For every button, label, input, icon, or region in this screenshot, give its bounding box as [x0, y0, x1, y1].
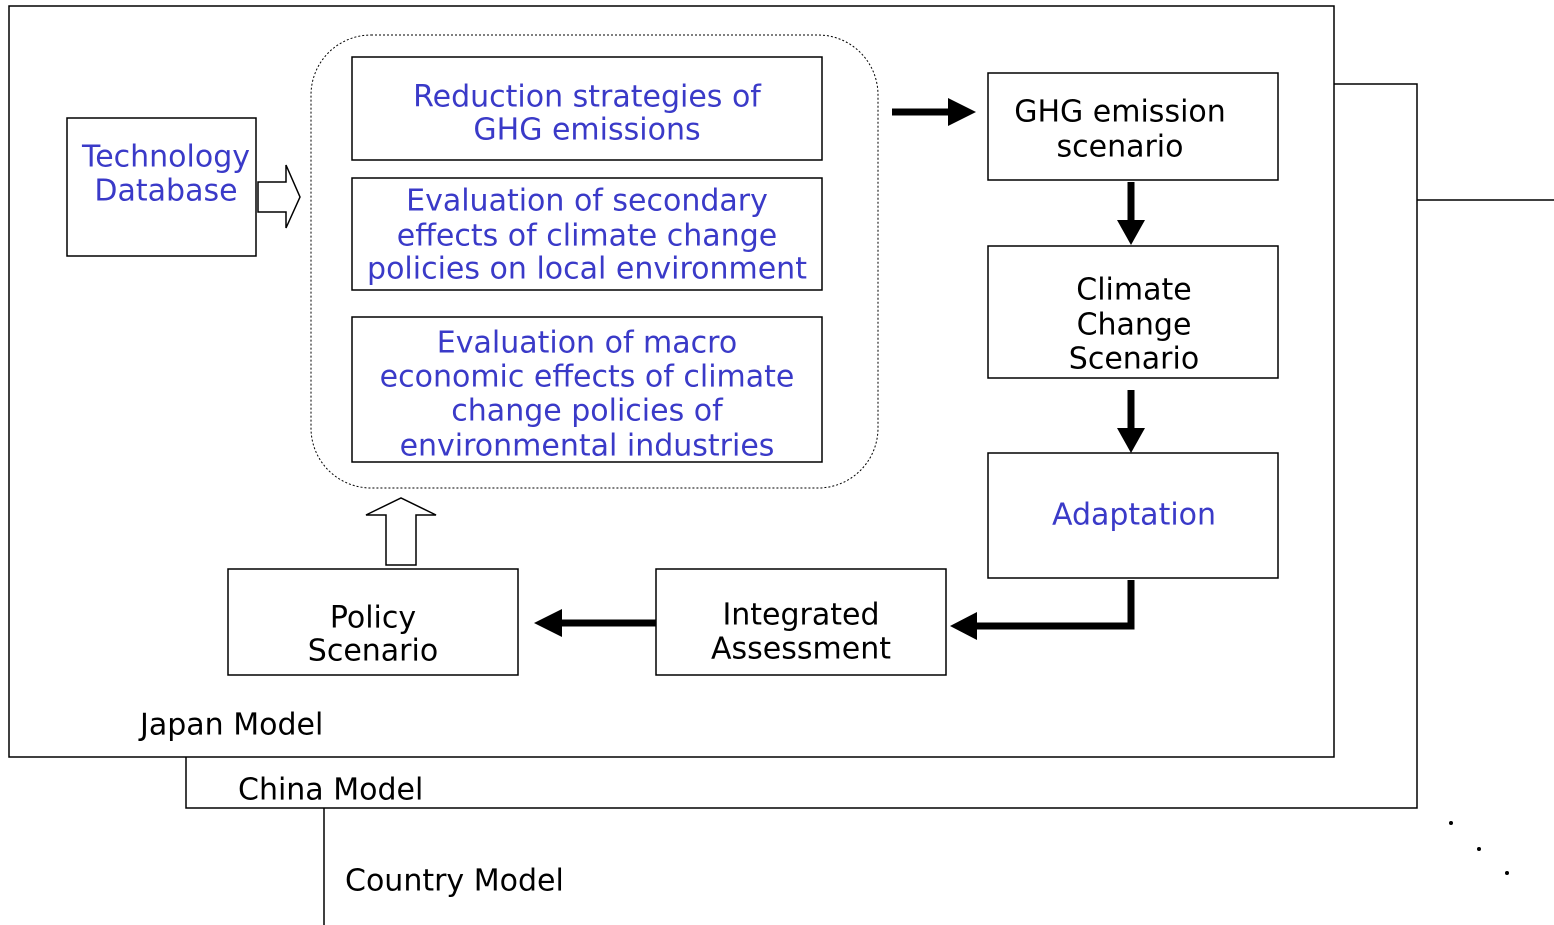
- node-box: [351, 316, 823, 463]
- hollow-arrow: [365, 497, 437, 566]
- node-label: scenario: [1056, 130, 1183, 165]
- node-label: effects of climate change: [397, 219, 777, 254]
- node-label: Evaluation of macro: [437, 326, 737, 361]
- node-label: Climate: [1076, 273, 1191, 308]
- node-box: [987, 452, 1279, 579]
- node-label: Evaluation of secondary: [406, 184, 768, 219]
- dot: [1505, 871, 1509, 875]
- node-label: Policy: [330, 601, 416, 636]
- dot: [1449, 821, 1453, 825]
- node-label: policies on local environment: [367, 252, 807, 287]
- node-box: [227, 568, 519, 676]
- node-box: [987, 245, 1279, 379]
- node-label: Integrated: [722, 598, 879, 633]
- node-box: [351, 56, 823, 161]
- node-label: change policies of: [451, 394, 724, 429]
- node-box: [655, 568, 947, 676]
- node-label: environmental industries: [400, 429, 775, 464]
- node-label: Change: [1077, 308, 1192, 343]
- node-label: Scenario: [1069, 342, 1199, 377]
- node-label: Assessment: [711, 632, 891, 667]
- node-box: [351, 177, 823, 291]
- model-label: China Model: [238, 773, 423, 808]
- node-box: [66, 117, 257, 257]
- arrows: [534, 98, 1145, 640]
- china-frame: [185, 83, 1418, 809]
- node-label: GHG emissions: [473, 113, 700, 148]
- node-label: Database: [94, 174, 237, 209]
- dot: [1477, 847, 1481, 851]
- hollow-arrow: [257, 164, 301, 229]
- model-label: Japan Model: [138, 708, 323, 743]
- node-box: [987, 72, 1279, 181]
- node-label: Reduction strategies of: [413, 80, 762, 115]
- model-label: Country Model: [345, 864, 564, 899]
- node-label: economic effects of climate: [380, 360, 795, 395]
- node-label: Scenario: [308, 634, 438, 669]
- node-label: Technology: [81, 140, 250, 175]
- node-label: Adaptation: [1052, 498, 1216, 533]
- node-label: GHG emission: [1014, 95, 1226, 130]
